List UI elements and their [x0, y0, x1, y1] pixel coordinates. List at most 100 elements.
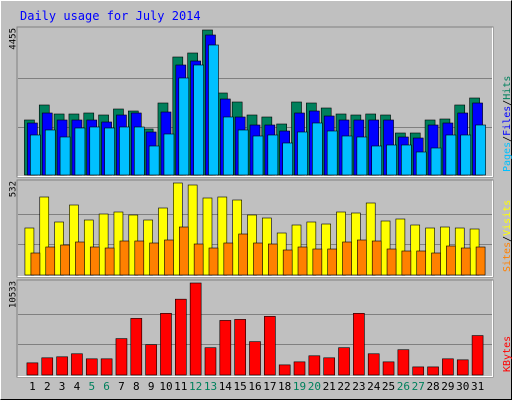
bar [397, 349, 410, 376]
bar [446, 245, 456, 276]
bar [74, 127, 86, 176]
x-tick-label: 2 [44, 380, 51, 393]
bar [85, 358, 98, 376]
bar [442, 358, 454, 376]
bar [456, 359, 469, 376]
x-tick-label: 3 [59, 380, 66, 393]
bar [204, 347, 217, 376]
bar [24, 227, 35, 276]
bar [237, 129, 249, 176]
bar [412, 366, 425, 376]
bar [367, 353, 380, 376]
x-tick-label: 29 [441, 380, 454, 393]
bar [160, 313, 172, 376]
bar [410, 224, 421, 276]
bar [312, 122, 323, 176]
bar [371, 240, 382, 276]
plot-bevel [17, 280, 493, 377]
bar [475, 124, 486, 176]
bar [119, 126, 130, 176]
legend: Sites/Visits [502, 200, 512, 272]
legend-entry: Hits [502, 76, 512, 100]
bar [268, 243, 278, 276]
chart-title: Daily usage for July 2014 [20, 9, 201, 23]
bar [193, 243, 204, 276]
bar [26, 362, 39, 376]
bar [145, 344, 157, 376]
bar [104, 247, 115, 276]
legend: KBytes [502, 336, 512, 372]
bar [223, 242, 234, 276]
bar [71, 353, 83, 376]
bar [282, 249, 293, 276]
x-tick-label: 1 [29, 380, 36, 393]
bar [297, 246, 308, 276]
x-tick-label: 28 [426, 380, 439, 393]
bar [149, 242, 159, 276]
x-tick-label: 24 [367, 380, 381, 393]
legend-separator: / [502, 136, 512, 142]
bar [234, 319, 246, 376]
bar [208, 247, 219, 276]
bar [44, 129, 56, 176]
bar [353, 313, 365, 376]
bar [56, 356, 68, 376]
x-tick-label: 13 [204, 380, 217, 393]
bar [395, 218, 406, 276]
bar [189, 282, 202, 376]
bar [460, 247, 471, 276]
x-tick-label: 5 [88, 380, 95, 393]
bar [327, 248, 337, 276]
bar [475, 246, 486, 276]
bar [312, 248, 323, 276]
legend-entry: KBytes [502, 336, 512, 372]
x-tick-label: 9 [148, 380, 155, 393]
plot-bevel [17, 27, 493, 177]
bar [219, 320, 232, 376]
x-tick-label: 16 [248, 380, 261, 393]
legend-entry: Files [502, 106, 512, 136]
bar [278, 364, 291, 376]
x-tick-label: 30 [456, 380, 469, 393]
bar [130, 318, 143, 376]
x-tick-label: 27 [412, 380, 425, 393]
bar [415, 151, 427, 176]
x-tick-label: 21 [323, 380, 336, 393]
bar [308, 355, 321, 376]
bar [357, 239, 367, 276]
bar [365, 202, 376, 276]
bar [253, 242, 263, 276]
x-tick-label: 4 [74, 380, 81, 393]
bar [282, 142, 293, 176]
legend-entry: Pages [502, 142, 512, 172]
bar [401, 250, 412, 276]
bar [356, 136, 368, 176]
bar [75, 241, 85, 276]
max-label: 4455 [9, 28, 19, 50]
bar [115, 338, 128, 376]
x-tick-label: 8 [133, 380, 140, 393]
bar [193, 64, 204, 176]
bar [179, 226, 189, 276]
bar [41, 357, 54, 376]
x-tick-label: 18 [278, 380, 291, 393]
legend-separator: / [502, 236, 512, 242]
legend-entry: Sites [502, 242, 512, 272]
max-label: 532 [9, 181, 19, 197]
x-tick-label: 6 [103, 380, 110, 393]
bar [431, 252, 441, 276]
bar [208, 44, 219, 176]
bar [293, 361, 306, 376]
bar [445, 134, 457, 176]
bar [386, 144, 397, 176]
bar [98, 213, 109, 276]
bar [148, 145, 160, 176]
bar [133, 126, 145, 176]
bar [326, 130, 338, 176]
bar [45, 246, 56, 276]
x-tick-label: 11 [174, 380, 187, 393]
x-tick-label: 19 [293, 380, 306, 393]
bar [338, 347, 350, 376]
